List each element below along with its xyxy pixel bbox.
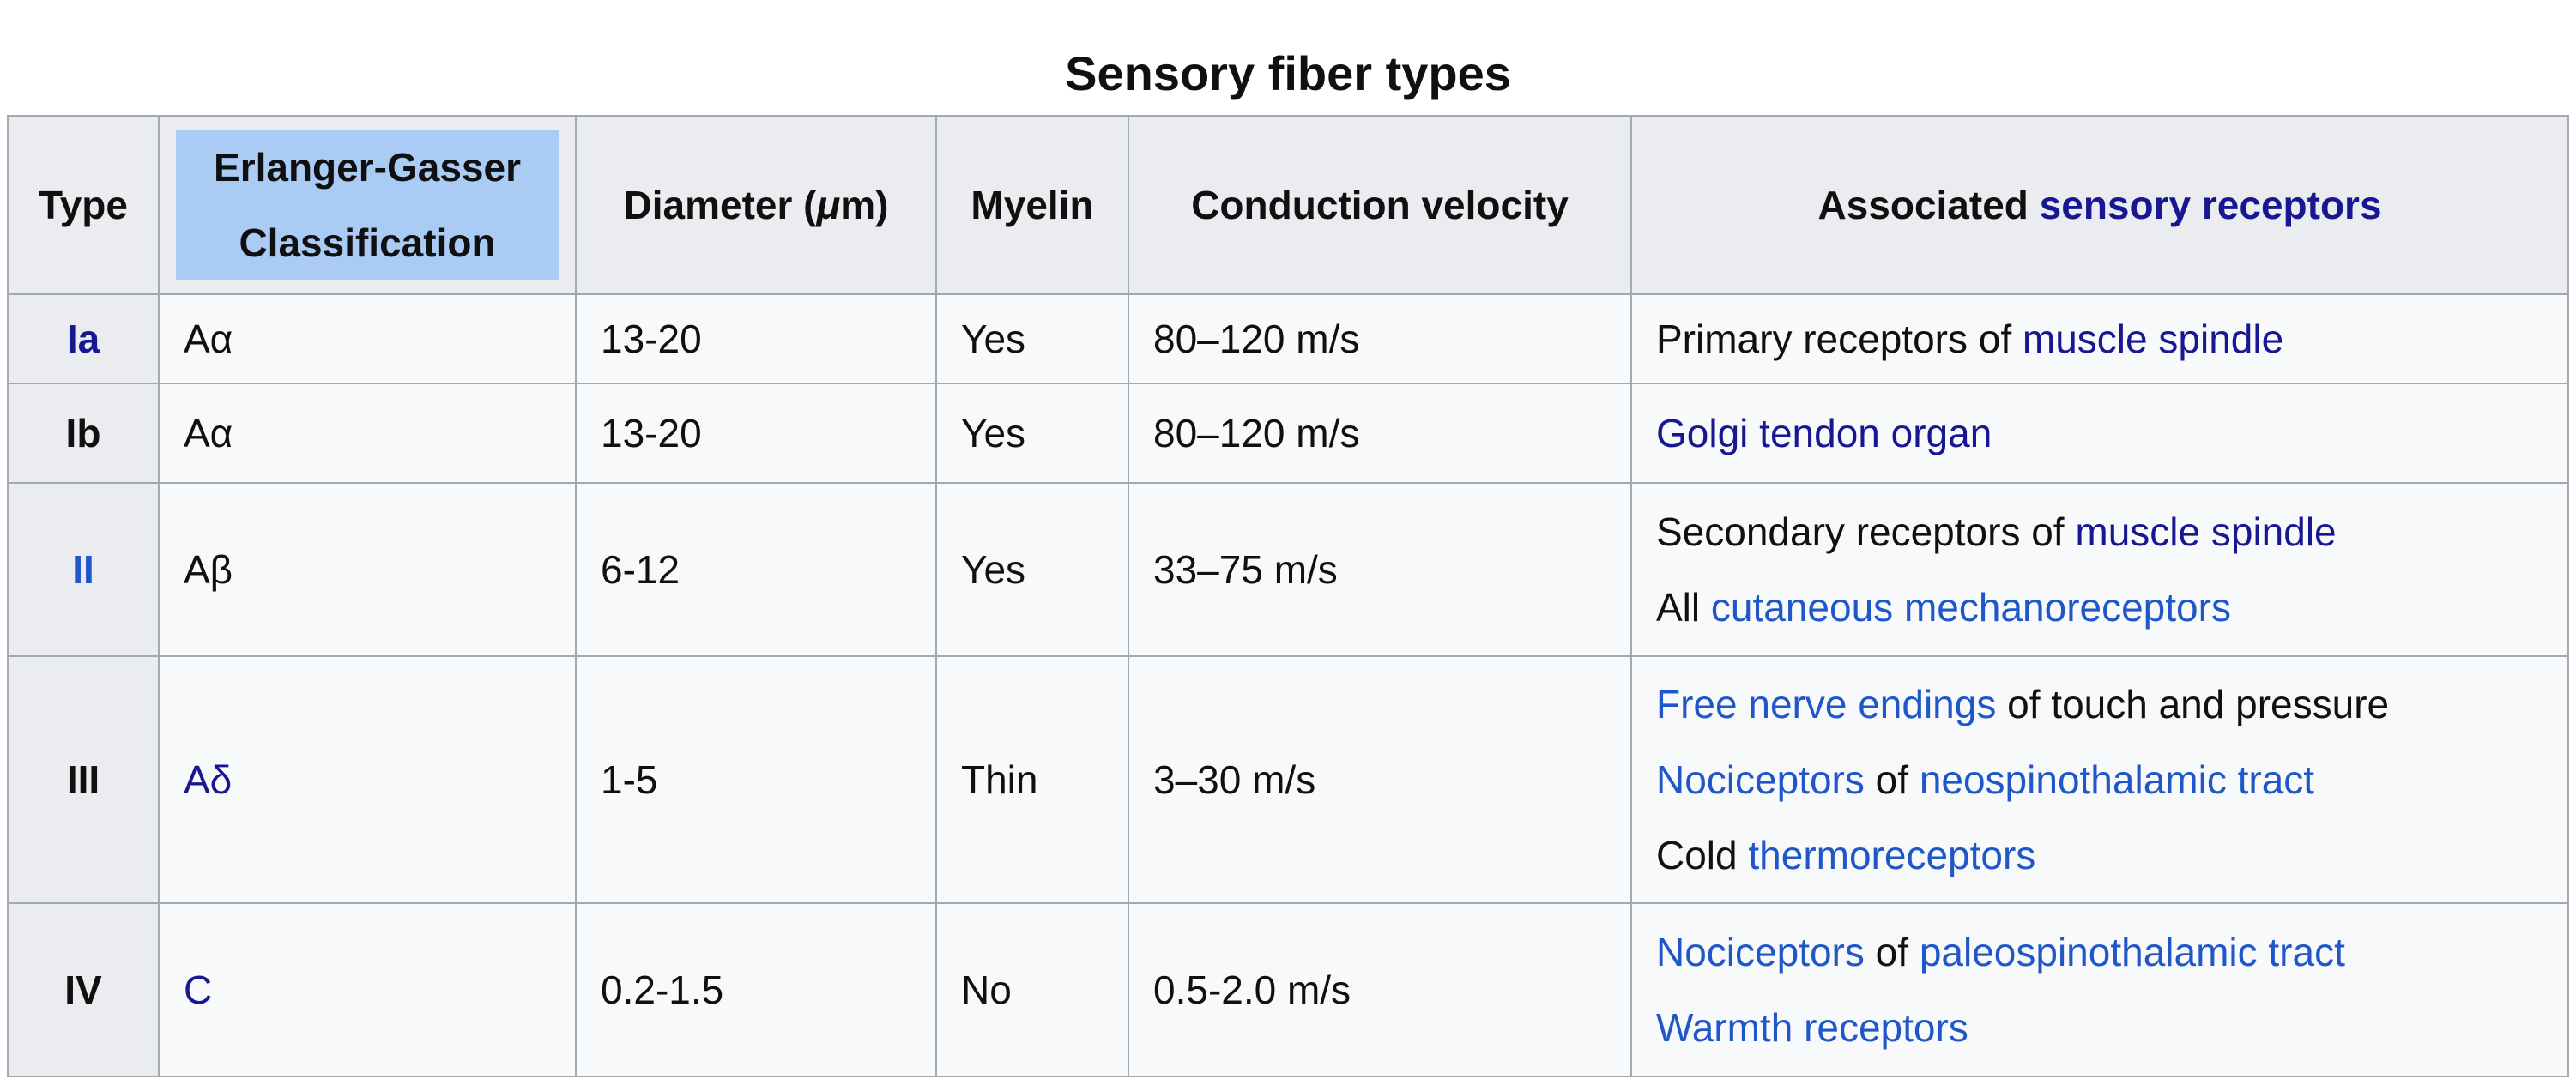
- warmth-receptors-link[interactable]: Warmth receptors: [1656, 1005, 1968, 1051]
- myelin-cell: Yes: [935, 383, 1129, 485]
- myelin-cell: Thin: [935, 655, 1129, 905]
- cutaneous-mechanoreceptors-link[interactable]: cutaneous mechanoreceptors: [1710, 585, 2231, 630]
- receptor-line: Golgi tendon organ: [1656, 395, 2543, 471]
- classification-cell: Aα: [158, 293, 577, 385]
- paleospinothalamic-tract-link[interactable]: paleospinothalamic tract: [1919, 930, 2345, 975]
- receptor-text: Secondary receptors of: [1656, 509, 2076, 555]
- myelin-cell: Yes: [935, 482, 1129, 658]
- receptors-cell: Free nerve endings of touch and pressure…: [1630, 655, 2569, 905]
- receptor-line: Free nerve endings of touch and pressure: [1656, 666, 2543, 742]
- receptor-text: of: [1864, 930, 1920, 975]
- nociceptors-link[interactable]: Nociceptors: [1656, 757, 1865, 803]
- table-row-ia: Ia Aα 13-20 Yes 80–120 m/s Primary recep…: [7, 293, 2569, 385]
- table-row-ii: II Aβ 6-12 Yes 33–75 m/s Secondary recep…: [7, 482, 2569, 658]
- velocity-cell: 80–120 m/s: [1128, 383, 1632, 485]
- receptor-line: Secondary receptors of muscle spindle: [1656, 494, 2543, 570]
- receptors-cell: Nociceptors of paleospinothalamic tract …: [1630, 902, 2569, 1078]
- classification-cell: Aβ: [158, 482, 577, 658]
- muscle-spindle-link[interactable]: muscle spindle: [2022, 316, 2284, 362]
- receptor-text: Primary receptors of: [1656, 316, 2023, 362]
- receptor-text: of: [1864, 757, 1920, 803]
- row-header-ib: Ib: [7, 383, 160, 485]
- classification-value: Aα: [184, 316, 233, 362]
- classification-cell: C: [158, 902, 577, 1078]
- diameter-cell: 1-5: [575, 655, 937, 905]
- column-header-type: Type: [7, 115, 160, 296]
- receptors-cell: Golgi tendon organ: [1630, 383, 2569, 485]
- velocity-cell: 33–75 m/s: [1128, 482, 1632, 658]
- column-header-erlanger-gasser: Erlanger-Gasser Classification: [158, 115, 577, 296]
- table-row-ib: Ib Aα 13-20 Yes 80–120 m/s Golgi tendon …: [7, 383, 2569, 485]
- diameter-cell: 0.2-1.5: [575, 902, 937, 1078]
- receptor-line: Primary receptors of muscle spindle: [1656, 301, 2543, 377]
- receptor-line: Warmth receptors: [1656, 990, 2543, 1065]
- a-delta-link[interactable]: Aδ: [184, 757, 233, 803]
- column-header-diameter: Diameter (μm): [575, 115, 937, 296]
- receptor-line: All cutaneous mechanoreceptors: [1656, 570, 2543, 645]
- receptor-text: Cold: [1656, 833, 1749, 878]
- classification-value: Aα: [184, 411, 233, 456]
- receptor-text: All: [1656, 585, 1711, 630]
- ia-link[interactable]: Ia: [66, 316, 100, 362]
- velocity-cell: 3–30 m/s: [1128, 655, 1632, 905]
- row-header-ia: Ia: [7, 293, 160, 385]
- golgi-tendon-organ-link[interactable]: Golgi tendon organ: [1656, 411, 1992, 456]
- receptor-text: of touch and pressure: [1996, 682, 2390, 727]
- selected-text-highlight: Erlanger-Gasser Classification: [176, 130, 559, 281]
- classification-line2: Classification: [239, 220, 496, 266]
- classification-cell: Aδ: [158, 655, 577, 905]
- muscle-spindle-link[interactable]: muscle spindle: [2075, 509, 2337, 555]
- table-caption: Sensory fiber types: [1065, 46, 1511, 100]
- neospinothalamic-tract-link[interactable]: neospinothalamic tract: [1919, 757, 2315, 803]
- velocity-cell: 80–120 m/s: [1128, 293, 1632, 385]
- c-fiber-link[interactable]: C: [184, 967, 213, 1013]
- myelin-cell: Yes: [935, 293, 1129, 385]
- associated-label: Associated: [1817, 183, 2040, 228]
- table-row-iii: III Aδ 1-5 Thin 3–30 m/s Free nerve endi…: [7, 655, 2569, 905]
- ii-link[interactable]: II: [72, 547, 94, 593]
- free-nerve-endings-link[interactable]: Free nerve endings: [1656, 682, 1997, 727]
- receptor-line: Nociceptors of neospinothalamic tract: [1656, 742, 2543, 817]
- receptor-line: Cold thermoreceptors: [1656, 817, 2543, 893]
- diameter-label-prefix: Diameter (: [623, 183, 817, 228]
- row-header-ii: II: [7, 482, 160, 658]
- diameter-label-suffix: m): [840, 183, 889, 228]
- nociceptors-link[interactable]: Nociceptors: [1656, 930, 1865, 975]
- mu-symbol: μ: [816, 183, 841, 228]
- classification-cell: Aα: [158, 383, 577, 485]
- sensory-receptors-link[interactable]: sensory receptors: [2039, 183, 2382, 228]
- diameter-cell: 6-12: [575, 482, 937, 658]
- receptors-cell: Secondary receptors of muscle spindle Al…: [1630, 482, 2569, 658]
- receptor-line: Nociceptors of paleospinothalamic tract: [1656, 914, 2543, 990]
- column-header-myelin: Myelin: [935, 115, 1129, 296]
- sensory-fiber-types-table: Type Erlanger-Gasser Classification Diame…: [7, 115, 2569, 1078]
- velocity-cell: 0.5-2.0 m/s: [1128, 902, 1632, 1078]
- classification-value: Aβ: [184, 547, 233, 593]
- row-header-iv: IV: [7, 902, 160, 1078]
- column-header-conduction-velocity: Conduction velocity: [1128, 115, 1632, 296]
- header-row: Type Erlanger-Gasser Classification Diame…: [7, 115, 2569, 296]
- diameter-cell: 13-20: [575, 383, 937, 485]
- table-row-iv: IV C 0.2-1.5 No 0.5-2.0 m/s Nociceptors …: [7, 902, 2569, 1078]
- classification-line1: Erlanger-Gasser: [214, 145, 521, 190]
- diameter-cell: 13-20: [575, 293, 937, 385]
- receptors-cell: Primary receptors of muscle spindle: [1630, 293, 2569, 385]
- thermoreceptors-link[interactable]: thermoreceptors: [1748, 833, 2036, 878]
- row-header-iii: III: [7, 655, 160, 905]
- column-header-associated-receptors: Associated sensory receptors: [1630, 115, 2569, 296]
- myelin-cell: No: [935, 902, 1129, 1078]
